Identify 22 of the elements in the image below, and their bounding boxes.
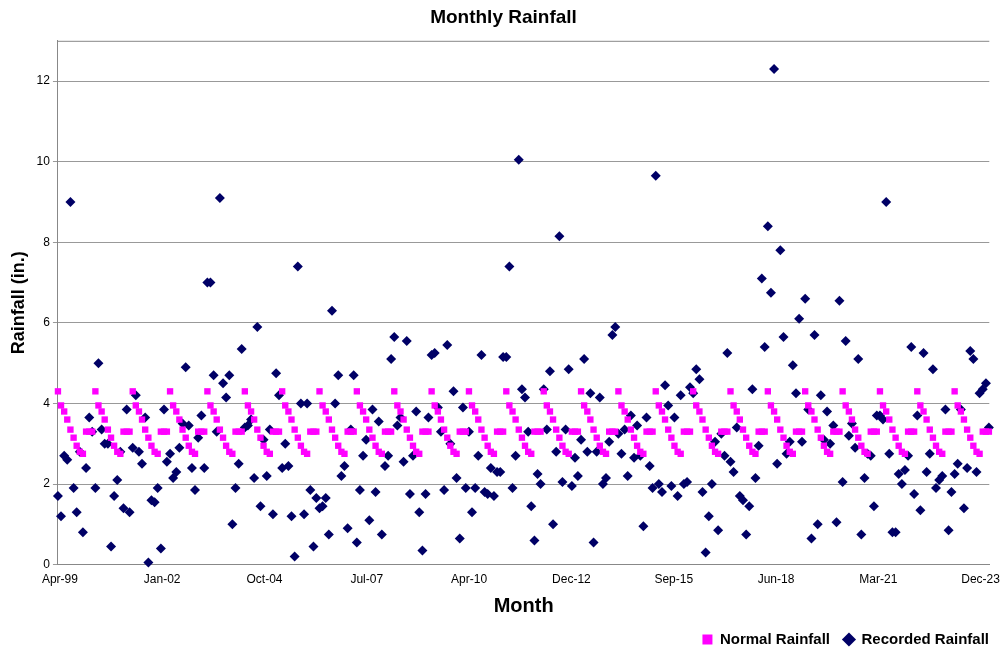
legend-label: Normal Rainfall [719, 629, 830, 647]
x-tick-label: Sep-15 [654, 572, 694, 587]
x-tick-label: Jan-02 [143, 572, 181, 587]
y-tick-label: 4 [43, 395, 51, 410]
y-tick-label: 8 [43, 234, 51, 249]
x-tick-label: Apr-99 [41, 572, 79, 587]
y-tick-label: 12 [36, 73, 51, 88]
x-tick-label: Mar-21 [859, 572, 898, 587]
x-axis-title: Month [493, 593, 554, 616]
x-tick-label: Oct-04 [246, 572, 283, 587]
y-tick-label: 6 [43, 315, 51, 330]
y-axis-title: Rainfall (in.) [7, 251, 28, 355]
x-tick-label: Jun-18 [757, 572, 795, 587]
x-tick-label: Apr-10 [451, 572, 488, 587]
x-tick-label: Dec-23 [961, 572, 1001, 587]
x-tick-label: Jul-07 [350, 572, 384, 587]
y-tick-label: 0 [43, 556, 51, 571]
x-tick-label: Dec-12 [552, 572, 592, 587]
y-tick-label: 2 [43, 476, 51, 491]
legend-label: Recorded Rainfall [861, 629, 989, 647]
y-tick-label: 10 [36, 153, 51, 168]
chart-title: Monthly Rainfall [430, 5, 577, 27]
